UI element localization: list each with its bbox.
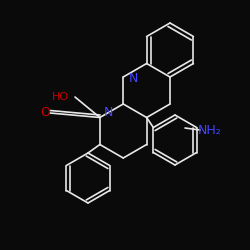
Text: N: N — [128, 72, 138, 85]
Text: NH₂: NH₂ — [198, 124, 222, 136]
Text: O: O — [40, 106, 50, 120]
Text: HO: HO — [52, 92, 68, 102]
Text: N: N — [103, 106, 113, 120]
